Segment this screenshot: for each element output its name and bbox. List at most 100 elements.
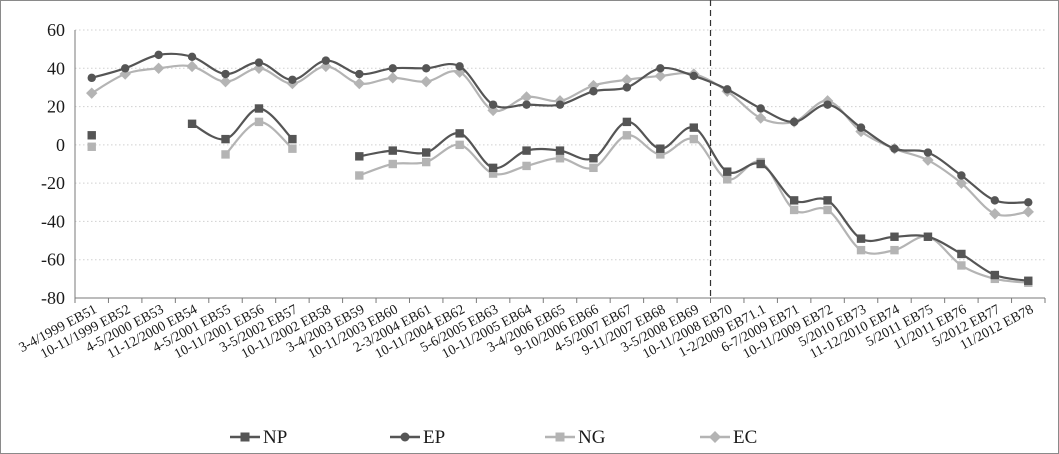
point-ec: [922, 154, 934, 166]
point-ep: [187, 52, 197, 61]
y-tick-label: -80: [41, 288, 65, 308]
legend-item-ep: EP: [390, 427, 445, 448]
point-ng: [488, 169, 498, 178]
point-np: [756, 159, 765, 169]
point-ep: [321, 56, 331, 65]
point-ec: [989, 208, 1001, 220]
point-np: [488, 163, 498, 173]
point-np: [789, 196, 799, 205]
point-ep: [890, 144, 899, 153]
point-np: [187, 119, 197, 128]
point-ep: [488, 100, 498, 109]
point-ec: [152, 62, 165, 74]
legend-label: EP: [423, 427, 445, 448]
point-ep: [422, 64, 431, 73]
point-np: [522, 146, 531, 155]
point-ng: [221, 150, 230, 159]
point-np: [856, 234, 866, 243]
point-ng: [890, 245, 899, 255]
point-ec: [86, 87, 98, 99]
point-np: [388, 146, 397, 155]
legend-swatch-marker: [240, 432, 250, 442]
point-np: [87, 131, 96, 140]
point-ec: [1022, 206, 1034, 218]
point-ep: [1024, 198, 1033, 207]
point-ng: [957, 261, 966, 270]
point-np: [923, 232, 933, 241]
point-np: [221, 134, 230, 144]
point-ep: [923, 148, 933, 157]
y-tick-label: -40: [41, 211, 65, 231]
point-ng: [789, 205, 799, 215]
point-ep: [689, 71, 698, 81]
legend-swatch-marker: [709, 431, 721, 443]
point-ep: [555, 100, 565, 109]
point-ng: [422, 157, 431, 167]
point-np: [990, 270, 1000, 280]
point-ep: [789, 117, 799, 127]
point-ec: [186, 60, 198, 73]
legend-swatch-marker: [555, 432, 565, 442]
point-ng: [689, 134, 698, 144]
point-ep: [288, 75, 297, 84]
point-ec: [587, 79, 600, 92]
point-np: [589, 154, 598, 163]
point-ep: [856, 123, 866, 132]
point-ng: [254, 117, 264, 127]
point-ec: [520, 91, 533, 103]
y-tick-label: 20: [47, 97, 65, 117]
legend-label: NG: [578, 427, 606, 448]
point-ng: [455, 140, 464, 150]
y-tick-label: 0: [56, 135, 65, 155]
point-ng: [723, 175, 732, 184]
point-ep: [957, 171, 966, 180]
legend-swatch-marker: [400, 432, 410, 442]
point-ep: [656, 64, 665, 73]
point-np: [689, 123, 698, 132]
point-ec: [654, 70, 667, 82]
point-ep: [388, 64, 397, 73]
y-tick-label: 40: [47, 58, 65, 78]
point-ng: [823, 205, 832, 215]
point-ng: [388, 159, 397, 169]
point-ng: [856, 245, 866, 255]
point-ec: [754, 112, 767, 124]
point-np: [422, 148, 431, 157]
legend-item-ec: EC: [700, 427, 757, 448]
point-ec: [420, 75, 432, 88]
point-ep: [120, 64, 130, 73]
point-ep: [990, 196, 1000, 205]
series-layer: [86, 50, 1034, 287]
point-np: [455, 129, 464, 138]
legend-item-ng: NG: [545, 427, 606, 448]
point-np: [622, 117, 632, 127]
point-ng: [555, 154, 565, 163]
point-np: [355, 152, 364, 161]
point-np: [723, 167, 732, 176]
point-ng: [522, 161, 531, 171]
series-line-np: [191, 107, 294, 141]
point-ep: [87, 73, 96, 83]
point-np: [288, 134, 297, 144]
point-ep: [723, 85, 732, 94]
legend: NP EP NG EC: [230, 427, 757, 448]
point-np: [957, 249, 966, 259]
point-ep: [154, 50, 163, 60]
point-ec: [387, 72, 399, 84]
series-np: [87, 104, 1033, 285]
point-np: [656, 144, 665, 153]
legend-label: NP: [263, 427, 287, 448]
point-ep: [221, 69, 230, 79]
point-ec: [955, 177, 968, 189]
point-ng: [87, 142, 96, 151]
point-ec: [621, 74, 633, 86]
point-ec: [219, 75, 232, 88]
y-tick-label: 60: [47, 20, 65, 40]
point-np: [890, 232, 899, 241]
point-ng: [355, 171, 364, 180]
y-tick-label: -20: [41, 173, 65, 193]
point-ep: [355, 69, 364, 79]
